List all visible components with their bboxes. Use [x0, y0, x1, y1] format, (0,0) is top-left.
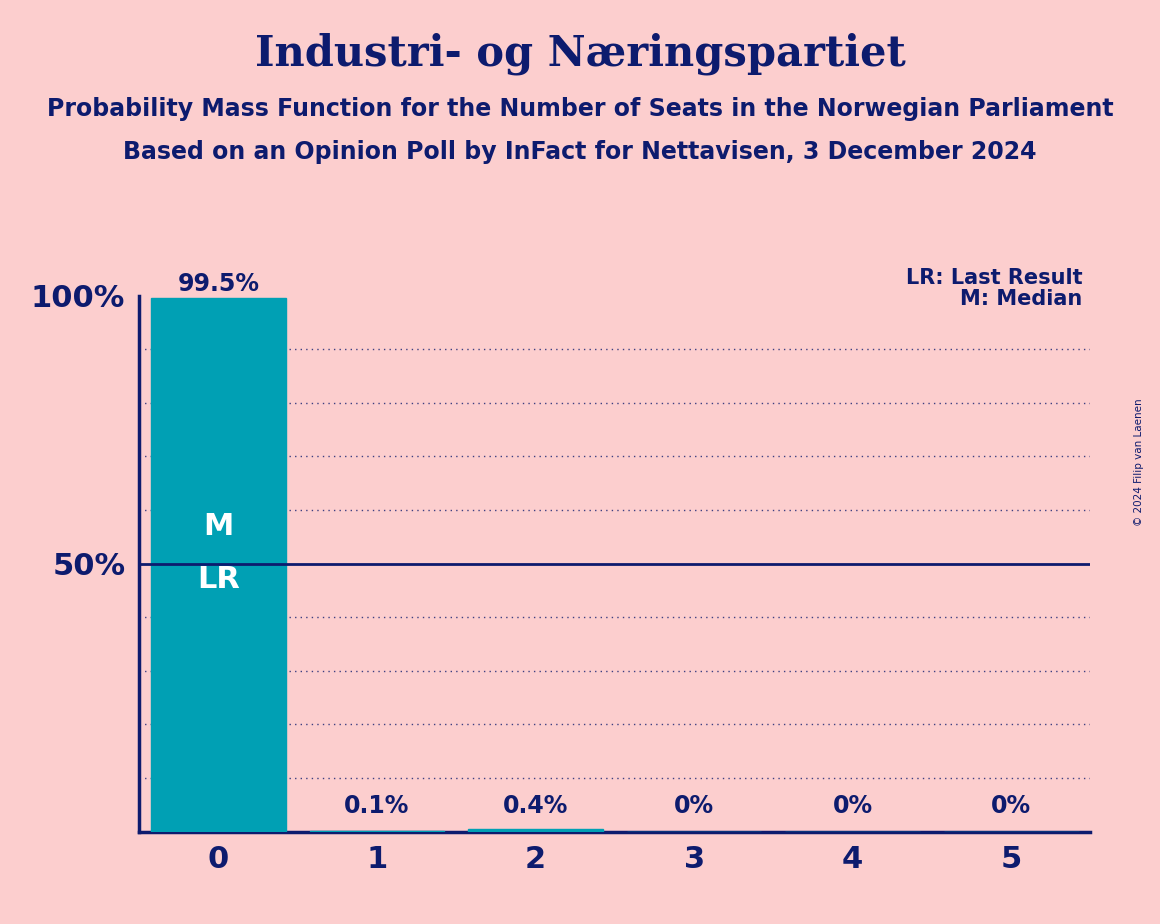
Text: Industri- og Næringspartiet: Industri- og Næringspartiet — [255, 32, 905, 75]
Bar — [151, 298, 285, 832]
Text: 99.5%: 99.5% — [177, 272, 260, 296]
Text: 0%: 0% — [991, 795, 1031, 819]
Text: 0%: 0% — [833, 795, 872, 819]
Text: 0%: 0% — [674, 795, 715, 819]
Text: © 2024 Filip van Laenen: © 2024 Filip van Laenen — [1134, 398, 1144, 526]
Text: 0.1%: 0.1% — [345, 795, 409, 819]
Text: LR: LR — [197, 565, 240, 594]
Text: LR: Last Result: LR: Last Result — [906, 268, 1082, 287]
Text: M: Median: M: Median — [960, 289, 1082, 310]
Text: M: M — [203, 512, 233, 541]
Text: Probability Mass Function for the Number of Seats in the Norwegian Parliament: Probability Mass Function for the Number… — [46, 97, 1114, 121]
Bar — [469, 830, 603, 832]
Text: 0.4%: 0.4% — [502, 795, 568, 819]
Text: Based on an Opinion Poll by InFact for Nettavisen, 3 December 2024: Based on an Opinion Poll by InFact for N… — [123, 140, 1037, 164]
